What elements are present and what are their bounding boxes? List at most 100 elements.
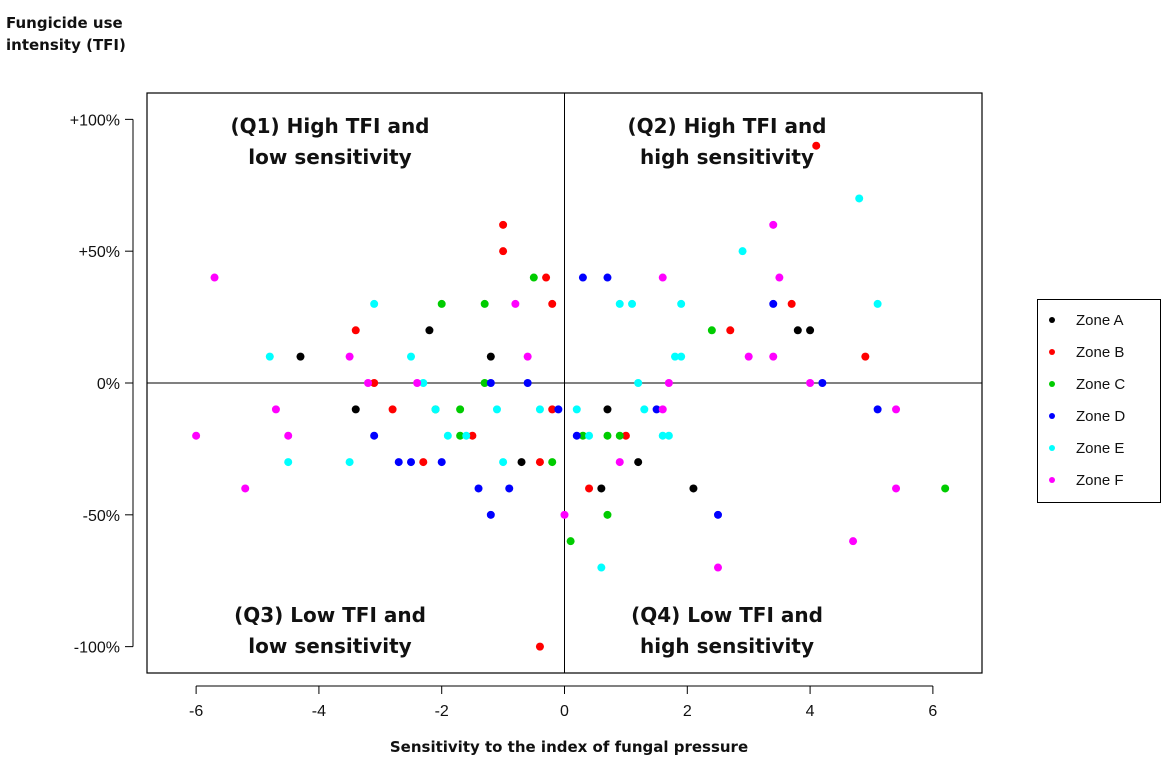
data-point-zone-c bbox=[548, 458, 557, 467]
data-point-zone-a bbox=[634, 458, 643, 467]
data-point-zone-b bbox=[388, 405, 397, 414]
x-tick-label: -6 bbox=[189, 703, 203, 720]
data-point-zone-a bbox=[296, 352, 305, 361]
data-point-zone-e bbox=[738, 247, 747, 256]
legend-label-zone-f: Zone F bbox=[1076, 471, 1124, 489]
quadrant-q2-line-2: high sensitivity bbox=[640, 145, 814, 169]
data-point-zone-d bbox=[873, 405, 882, 414]
data-point-zone-d bbox=[407, 458, 416, 467]
data-point-zone-d bbox=[603, 273, 612, 282]
data-point-zone-b bbox=[499, 247, 508, 256]
x-tick-label: 6 bbox=[928, 703, 937, 720]
data-point-zone-d bbox=[394, 458, 403, 467]
data-point-zone-a bbox=[603, 405, 612, 414]
data-point-zone-f bbox=[806, 379, 815, 387]
data-point-zone-e bbox=[677, 352, 686, 361]
y-tick-label: +100% bbox=[70, 112, 120, 129]
data-point-zone-b bbox=[812, 141, 821, 150]
data-point-zone-e bbox=[628, 299, 637, 308]
data-point-zone-d bbox=[713, 510, 722, 519]
data-point-zone-b bbox=[351, 326, 360, 335]
data-point-zone-c bbox=[480, 379, 489, 387]
legend-label-zone-d: Zone D bbox=[1076, 407, 1126, 425]
data-point-zone-c bbox=[437, 299, 446, 308]
data-point-zone-d bbox=[554, 405, 563, 414]
data-point-zone-b bbox=[468, 431, 477, 440]
data-point-zone-e bbox=[345, 458, 354, 467]
data-point-zone-b bbox=[370, 379, 379, 387]
data-point-zone-f bbox=[511, 299, 520, 308]
quadrant-label-q3: (Q3) Low TFI and low sensitivity bbox=[200, 600, 460, 662]
legend-item-zone-f: Zone F bbox=[1038, 464, 1160, 496]
data-point-zone-f bbox=[210, 273, 219, 282]
data-point-zone-c bbox=[578, 431, 587, 440]
data-point-zone-f bbox=[271, 405, 280, 414]
data-point-zone-e bbox=[431, 405, 440, 414]
data-point-zone-f bbox=[713, 563, 722, 572]
data-point-zone-d bbox=[486, 510, 495, 519]
data-point-zone-f bbox=[769, 352, 778, 361]
data-point-zone-c bbox=[615, 431, 624, 440]
legend-label-zone-a: Zone A bbox=[1076, 311, 1124, 329]
data-point-zone-d bbox=[769, 299, 778, 308]
x-tick-label: -4 bbox=[312, 703, 326, 720]
quadrant-q3-line-1: (Q3) Low TFI and bbox=[234, 603, 426, 627]
quadrant-q2-line-1: (Q2) High TFI and bbox=[627, 114, 827, 138]
legend-label-zone-e: Zone E bbox=[1076, 439, 1125, 457]
data-point-zone-f bbox=[560, 510, 569, 519]
data-point-zone-c bbox=[480, 299, 489, 308]
data-point-zone-c bbox=[456, 405, 465, 414]
quadrant-q4-line-2: high sensitivity bbox=[640, 634, 814, 658]
data-point-zone-b bbox=[585, 484, 594, 493]
data-point-zone-c bbox=[707, 326, 716, 335]
data-point-zone-c bbox=[941, 484, 950, 493]
data-point-zone-e bbox=[664, 431, 673, 440]
y-axis-title-line-2: intensity (TFI) bbox=[6, 36, 126, 54]
data-point-zone-e bbox=[535, 405, 544, 414]
data-point-zone-a bbox=[793, 326, 802, 335]
quadrant-q4-line-1: (Q4) Low TFI and bbox=[631, 603, 823, 627]
data-point-zone-e bbox=[499, 458, 508, 467]
data-point-zone-e bbox=[597, 563, 606, 572]
data-point-zone-b bbox=[548, 299, 557, 308]
data-point-zone-f bbox=[413, 379, 422, 387]
data-point-zone-f bbox=[284, 431, 293, 440]
data-point-zone-e bbox=[419, 379, 428, 387]
legend-marker-zone-c bbox=[1049, 381, 1055, 387]
x-tick-label: 4 bbox=[806, 703, 815, 720]
data-point-zone-e bbox=[585, 431, 594, 440]
data-point-zone-f bbox=[523, 352, 532, 361]
data-point-zone-e bbox=[658, 431, 667, 440]
data-point-zone-e bbox=[407, 352, 416, 361]
data-point-zone-d bbox=[523, 379, 532, 387]
data-point-zone-d bbox=[818, 379, 827, 387]
x-tick-label: -2 bbox=[435, 703, 449, 720]
data-point-zone-b bbox=[419, 458, 428, 467]
data-point-zone-d bbox=[370, 431, 379, 440]
y-tick-label: +50% bbox=[79, 244, 120, 261]
y-axis-title-line-1: Fungicide use bbox=[6, 14, 123, 32]
data-point-zone-d bbox=[437, 458, 446, 467]
data-point-zone-f bbox=[658, 405, 667, 414]
data-point-zone-e bbox=[443, 431, 452, 440]
data-point-zone-a bbox=[806, 326, 815, 335]
quadrant-q3-line-2: low sensitivity bbox=[248, 634, 412, 658]
data-point-zone-a bbox=[689, 484, 698, 493]
y-tick-label: -100% bbox=[74, 640, 120, 657]
legend-marker-zone-a bbox=[1049, 317, 1055, 323]
legend: Zone A Zone B Zone C Zone D Zone E Zone … bbox=[1037, 299, 1161, 503]
data-point-zone-a bbox=[597, 484, 606, 493]
legend-marker-zone-d bbox=[1049, 413, 1055, 419]
data-point-zone-f bbox=[769, 220, 778, 229]
data-point-zone-f bbox=[192, 431, 201, 440]
legend-item-zone-b: Zone B bbox=[1038, 336, 1160, 368]
data-point-zone-d bbox=[652, 405, 661, 414]
data-point-zone-c bbox=[529, 273, 538, 282]
data-point-zone-f bbox=[892, 405, 901, 414]
data-point-zone-d bbox=[474, 484, 483, 493]
data-point-zone-b bbox=[726, 326, 735, 335]
legend-item-zone-a: Zone A bbox=[1038, 304, 1160, 336]
x-tick-label: 0 bbox=[560, 703, 569, 720]
quadrant-q1-line-1: (Q1) High TFI and bbox=[230, 114, 430, 138]
data-point-zone-b bbox=[548, 405, 557, 414]
